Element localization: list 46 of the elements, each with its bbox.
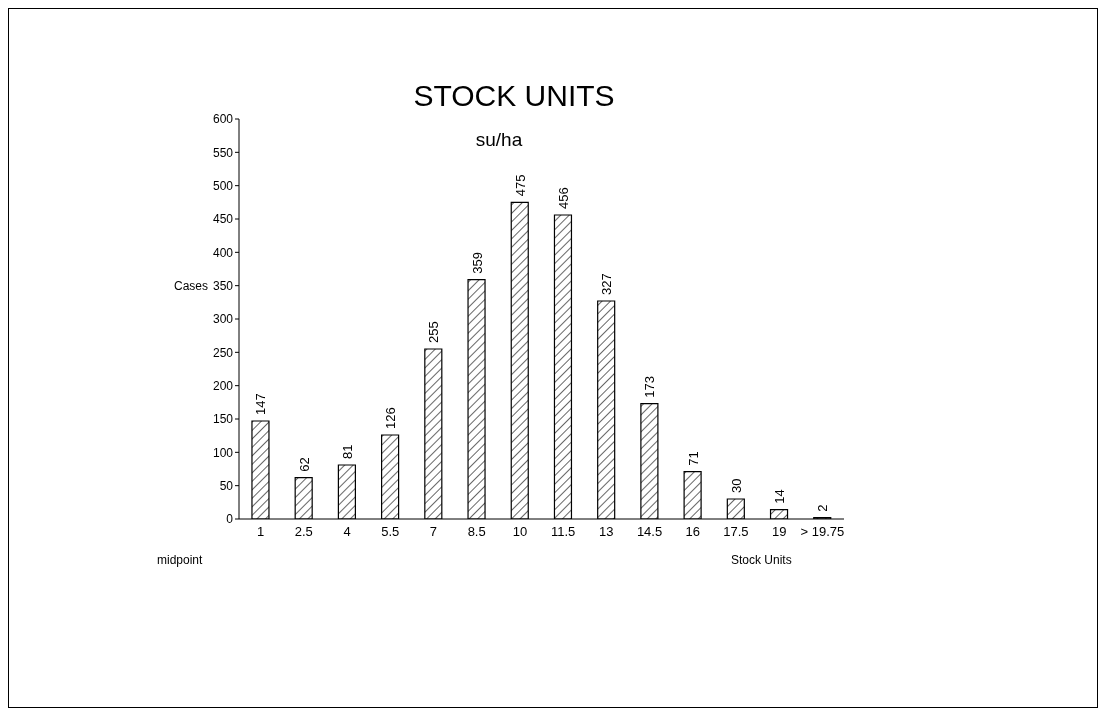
y-tick-label: 200 bbox=[212, 378, 234, 393]
y-tick-label: 400 bbox=[212, 245, 234, 260]
data-label: 359 bbox=[469, 251, 485, 274]
data-label: 14 bbox=[772, 489, 788, 504]
chart-title: STOCK UNITS bbox=[413, 79, 615, 112]
data-label: 30 bbox=[728, 478, 744, 493]
text: midpoint bbox=[157, 553, 203, 567]
data-label: 2 bbox=[815, 504, 831, 512]
y-tick-label: 300 bbox=[212, 312, 234, 327]
y-axis-title: Cases bbox=[174, 279, 209, 293]
data-label: 126 bbox=[383, 407, 399, 429]
x-tick-label: 8.5 bbox=[467, 524, 486, 540]
y-tick-label: 450 bbox=[212, 212, 234, 227]
data-label: 81 bbox=[339, 444, 355, 459]
x-axis-title: Stock Units bbox=[731, 553, 792, 567]
x-tick-label: 19 bbox=[771, 524, 787, 540]
data-label: 475 bbox=[512, 174, 528, 197]
data-label: 456 bbox=[555, 187, 571, 209]
x-tick-label: 13 bbox=[599, 524, 614, 540]
y-tick-label: 50 bbox=[219, 478, 234, 493]
x-tick-label: 2.5 bbox=[294, 524, 313, 540]
data-label: 147 bbox=[253, 393, 269, 415]
data-label: 173 bbox=[642, 375, 658, 398]
y-tick-label: 0 bbox=[226, 512, 234, 527]
y-tick-label: 250 bbox=[212, 345, 234, 360]
x-tick-label: 11.5 bbox=[550, 524, 576, 540]
x-tick-label: 7 bbox=[429, 524, 438, 540]
y-tick-label: 100 bbox=[212, 445, 234, 460]
y-tick-label: 550 bbox=[212, 145, 234, 160]
data-label: 327 bbox=[599, 273, 615, 295]
y-tick-label: 500 bbox=[212, 178, 234, 193]
x-tick-label: 14.5 bbox=[636, 524, 663, 540]
x-tick-label: 4 bbox=[343, 524, 351, 540]
y-tick-label: 350 bbox=[212, 278, 234, 293]
x-tick-label: 16 bbox=[685, 524, 700, 540]
x-tick-label: > 19.75 bbox=[800, 524, 845, 540]
x-tick-label: 5.5 bbox=[381, 524, 400, 540]
data-label: 71 bbox=[685, 451, 701, 466]
text: su/ha bbox=[474, 129, 524, 151]
data-label: 62 bbox=[296, 457, 312, 472]
y-tick-label: 600 bbox=[212, 112, 234, 127]
x-tick-label: 10 bbox=[512, 524, 528, 540]
x-tick-label: 1 bbox=[256, 524, 265, 540]
x-tick-label: 17.5 bbox=[723, 524, 749, 540]
y-tick-label: 150 bbox=[212, 412, 234, 427]
data-label: 255 bbox=[426, 321, 442, 343]
